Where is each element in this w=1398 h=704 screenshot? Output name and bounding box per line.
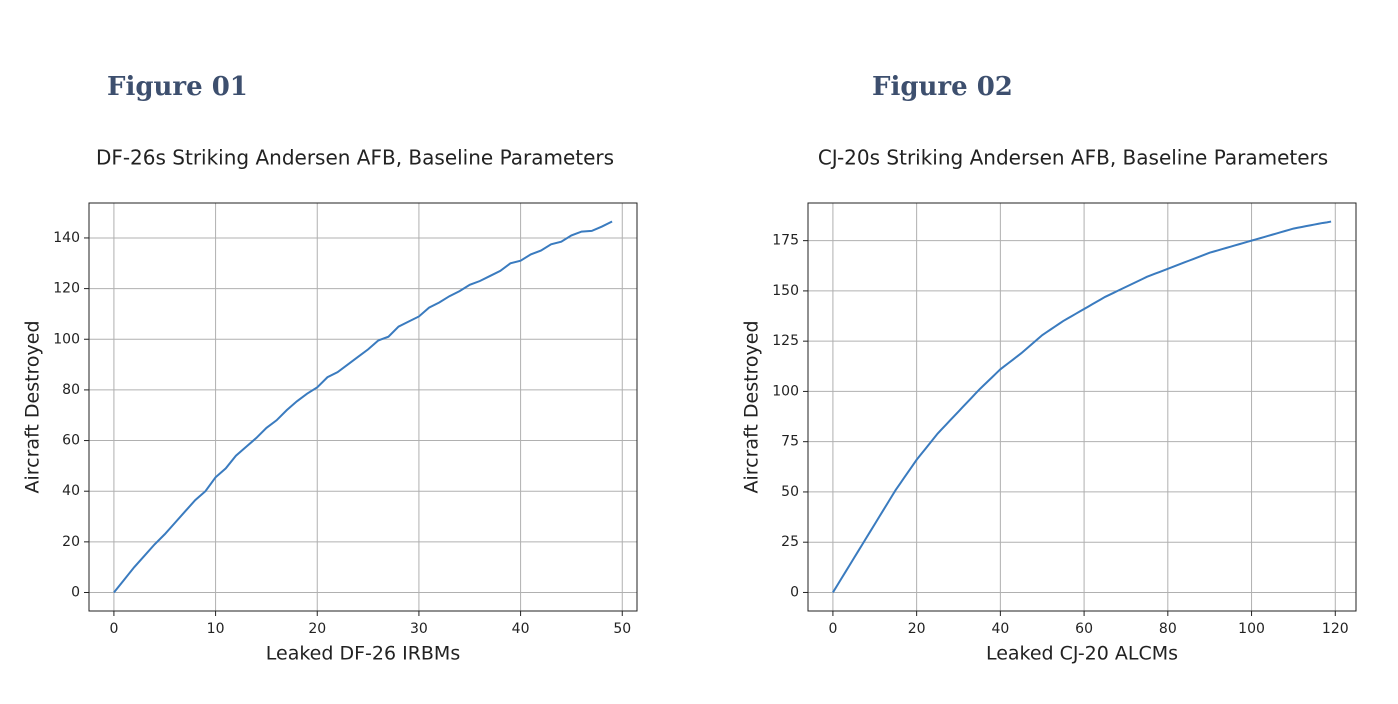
x-tick-label: 30	[410, 621, 428, 637]
plot-frame	[807, 202, 1357, 612]
x-tick-label: 20	[308, 621, 326, 637]
x-tick-label: 80	[1159, 621, 1177, 637]
y-tick-label: 125	[772, 333, 799, 349]
x-tick-label: 10	[207, 621, 225, 637]
plot-frame	[88, 202, 638, 612]
y-tick-label: 50	[781, 484, 799, 500]
y-tick-label: 75	[781, 434, 799, 450]
y-tick-label: 175	[772, 233, 799, 249]
x-axis-label: Leaked DF-26 IRBMs	[266, 643, 460, 665]
y-tick-label: 0	[71, 585, 80, 601]
y-tick-label: 25	[781, 534, 799, 550]
y-tick-label: 120	[53, 281, 80, 297]
data-line	[832, 220, 1332, 593]
figure-label: Figure 02	[872, 72, 1013, 102]
y-tick-label: 60	[62, 433, 80, 449]
y-tick-label: 80	[62, 382, 80, 398]
x-tick-label: 20	[908, 621, 926, 637]
y-tick-label: 150	[772, 283, 799, 299]
x-tick-label: 0	[109, 621, 118, 637]
y-tick-label: 100	[772, 383, 799, 399]
x-tick-label: 60	[1075, 621, 1093, 637]
y-tick-label: 100	[53, 331, 80, 347]
x-axis-label: Leaked CJ-20 ALCMs	[986, 643, 1178, 665]
y-tick-label: 20	[62, 534, 80, 550]
chart-title: DF-26s Striking Andersen AFB, Baseline P…	[96, 146, 614, 170]
data-line	[113, 220, 613, 594]
chart-title: CJ-20s Striking Andersen AFB, Baseline P…	[818, 146, 1328, 170]
y-axis-label: Aircraft Destroyed	[22, 320, 44, 493]
y-axis-label: Aircraft Destroyed	[741, 320, 763, 493]
x-tick-label: 0	[828, 621, 837, 637]
x-tick-label: 100	[1238, 621, 1265, 637]
x-tick-label: 40	[991, 621, 1009, 637]
y-tick-label: 0	[790, 584, 799, 600]
y-tick-label: 40	[62, 483, 80, 499]
y-tick-label: 140	[53, 230, 80, 246]
figure-label: Figure 01	[107, 72, 248, 102]
x-tick-label: 40	[512, 621, 530, 637]
x-tick-label: 120	[1322, 621, 1349, 637]
x-tick-label: 50	[613, 621, 631, 637]
